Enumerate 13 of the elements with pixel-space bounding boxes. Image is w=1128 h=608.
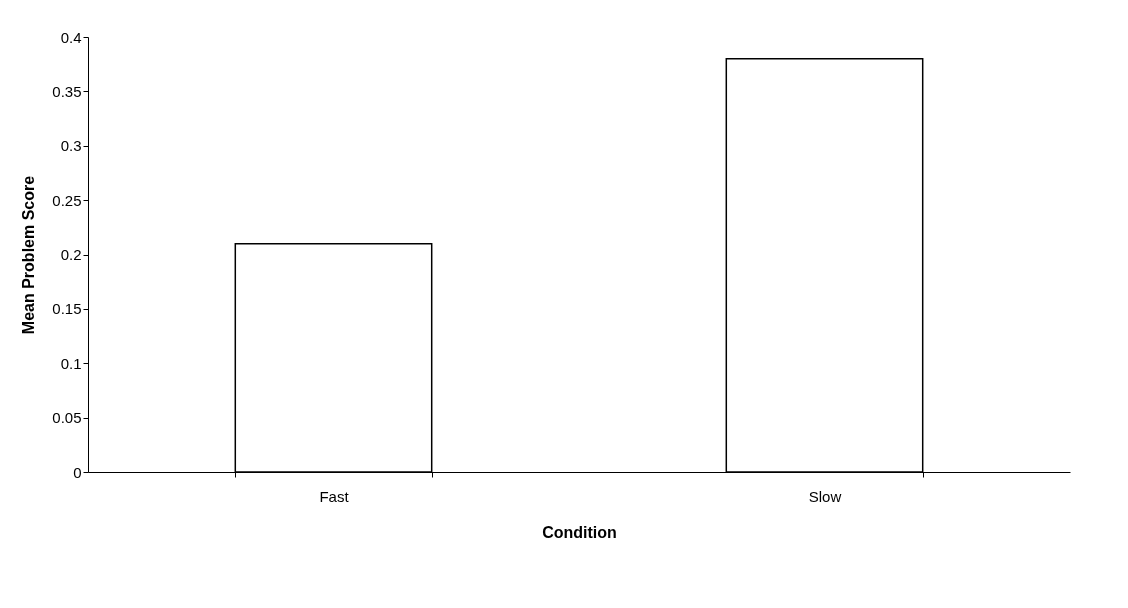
y-axis-title: Mean Problem Score <box>20 175 38 335</box>
x-axis-title: Condition <box>542 523 617 541</box>
y-tick-label: 0.1 <box>60 354 82 372</box>
y-tick-label: 0 <box>73 463 82 481</box>
y-tick-label: 0.4 <box>60 28 82 46</box>
y-tick-label: 0.25 <box>52 191 82 209</box>
y-tick-label: 0.15 <box>52 300 82 318</box>
y-tick-label: 0.3 <box>60 137 82 155</box>
x-tick-label: Fast <box>319 487 350 505</box>
x-tick-label: Slow <box>808 487 842 505</box>
y-tick-label: 0.2 <box>60 246 82 263</box>
y-tick-label: 0.05 <box>52 409 82 427</box>
y-tick-label: 0.35 <box>52 82 82 100</box>
